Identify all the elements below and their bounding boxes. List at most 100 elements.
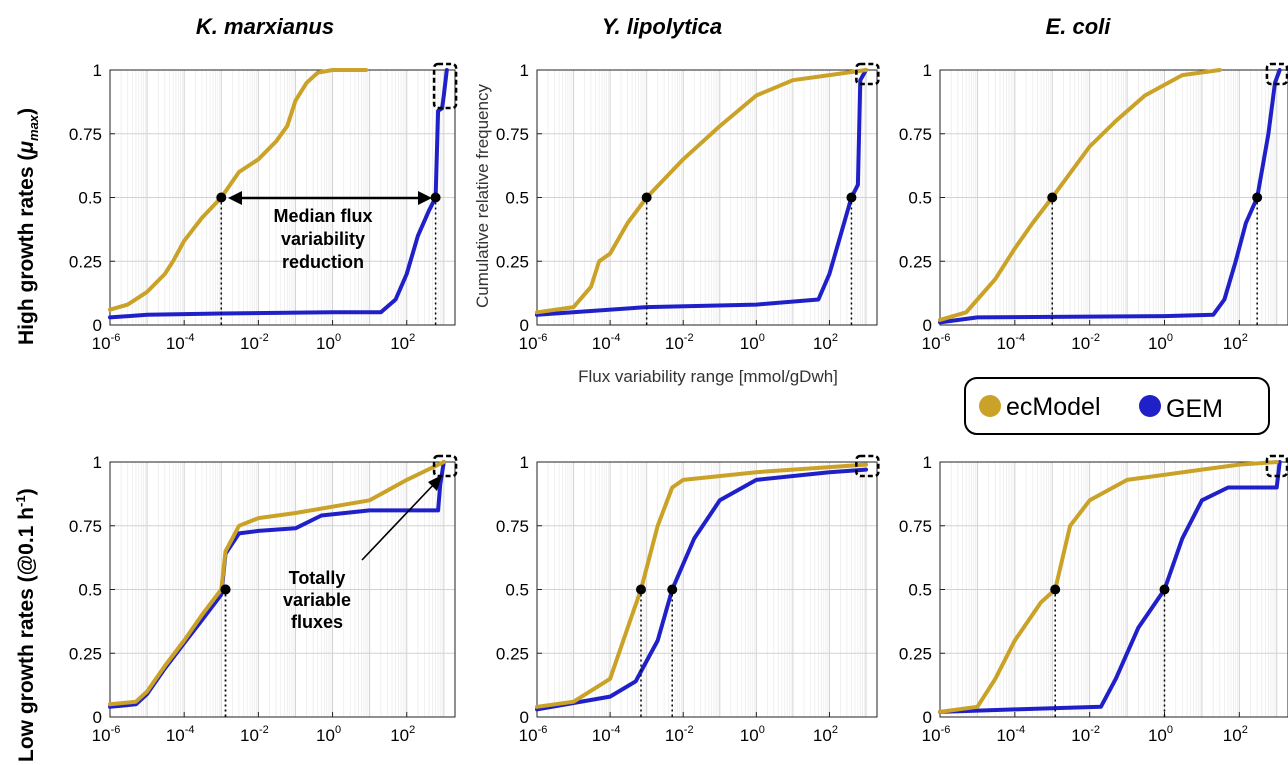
median-reduction-annotation: Median flux variability reduction: [228, 191, 432, 272]
totally-variable-annotation: Totally variable fluxes: [283, 475, 442, 632]
y-tick-label: 1: [923, 61, 932, 80]
median-point-gem: [220, 584, 231, 595]
totally-variable-box: [1265, 62, 1288, 86]
legend: ecModel GEM: [964, 377, 1270, 435]
panel-2: 0 0.25 0.5 0.75 1 10-6 10-4 10-2 100 102: [496, 61, 880, 353]
totally-variable-box: [1265, 454, 1288, 478]
column-title-y-lipolytica: Y. lipolytica: [602, 14, 722, 39]
totally-variable-box: [432, 62, 458, 110]
x-tick-label: 10-4: [166, 724, 195, 745]
median-annotation-line-1: Median flux: [273, 206, 372, 226]
series-line-ecmodel: [535, 462, 868, 709]
legend-label-gem: GEM: [1166, 395, 1223, 423]
x-tick-label: 10-2: [1071, 332, 1100, 353]
legend-marker-ecmodel: [979, 395, 1001, 417]
y-tick-label: 0: [923, 316, 932, 335]
x-tick-label: 102: [1223, 724, 1248, 745]
y-tick-label: 0: [93, 316, 102, 335]
panel-6: 0 0.25 0.5 0.75 1 10-6 10-4 10-2 100 102: [899, 453, 1288, 745]
y-tick-label: 0.25: [899, 252, 932, 271]
column-title-e-coli: E. coli: [1046, 14, 1112, 39]
median-point-ecmodel: [1047, 192, 1058, 203]
row-label-low-growth: Low growth rates (@0.1 h-1): [13, 488, 38, 762]
panel-5: 0 0.25 0.5 0.75 1 10-6 10-4 10-2 100 102: [496, 453, 880, 745]
totally-variable-box: [855, 454, 880, 478]
x-tick-label: 100: [316, 724, 341, 745]
arrow-head-right: [418, 191, 432, 205]
y-tick-label: 1: [93, 453, 102, 472]
median-point-gem: [667, 584, 678, 595]
y-tick-label: 0.25: [899, 644, 932, 663]
series-line-ecmodel: [938, 460, 1279, 714]
y-tick-label: 1: [93, 61, 102, 80]
arrow-head-left: [228, 191, 242, 205]
x-tick-label: 10-6: [92, 332, 121, 353]
median-point-gem: [1159, 584, 1170, 595]
median-annotation-line-3: reduction: [282, 252, 364, 272]
y-tick-label: 0.75: [496, 517, 529, 536]
x-tick-label: 10-4: [996, 724, 1025, 745]
panel-3: 0 0.25 0.5 0.75 1 10-6 10-4 10-2 100 102: [899, 61, 1288, 353]
y-tick-label: 1: [923, 453, 932, 472]
x-tick-label: 10-6: [519, 332, 548, 353]
series-line-gem: [535, 467, 868, 712]
y-tick-label: 0.75: [899, 125, 932, 144]
median-point-ecmodel: [216, 192, 227, 203]
y-tick-label: 0.25: [496, 644, 529, 663]
y-tick-label: 1: [520, 453, 529, 472]
x-tick-label: 102: [390, 332, 415, 353]
x-tick-label: 10-6: [922, 724, 951, 745]
panel-1: 0 0.25 0.5 0.75 1 10-6 10-4 10-2 100 102: [69, 61, 458, 353]
y-tick-label: 0.5: [908, 189, 932, 208]
series-line-gem: [938, 68, 1282, 325]
y-axis-label: Cumulative relative frequency: [473, 84, 492, 308]
median-point-ecmodel: [636, 584, 647, 595]
x-tick-label: 100: [740, 332, 765, 353]
panel-4: 0 0.25 0.5 0.75 1 10-6 10-4 10-2 100 102: [69, 453, 458, 745]
x-tick-label: 10-2: [240, 332, 269, 353]
x-tick-label: 10-2: [240, 724, 269, 745]
y-tick-label: 0.5: [505, 581, 529, 600]
y-tick-label: 0.25: [496, 252, 529, 271]
x-tick-label: 100: [740, 724, 765, 745]
legend-label-ecmodel: ecModel: [1006, 393, 1101, 421]
median-point-ecmodel: [641, 192, 652, 203]
y-tick-label: 0.75: [496, 125, 529, 144]
y-tick-label: 0.5: [908, 581, 932, 600]
series-line-gem: [535, 68, 868, 317]
y-tick-label: 0.25: [69, 252, 102, 271]
x-tick-label: 10-4: [996, 332, 1025, 353]
y-tick-label: 0.25: [69, 644, 102, 663]
x-tick-label: 102: [390, 724, 415, 745]
totally-variable-arrow-head: [428, 475, 442, 491]
y-tick-label: 0: [520, 316, 529, 335]
y-tick-label: 0.75: [899, 517, 932, 536]
series-line-ecmodel: [108, 68, 369, 312]
series-line-ecmodel: [108, 460, 446, 707]
column-title-k-marxianus: K. marxianus: [196, 14, 334, 39]
y-tick-label: 0.75: [69, 125, 102, 144]
x-tick-label: 102: [813, 332, 838, 353]
totally-variable-box: [855, 62, 880, 86]
x-tick-label: 10-2: [665, 724, 694, 745]
x-tick-label: 10-6: [519, 724, 548, 745]
totally-annotation-line-1: Totally: [289, 568, 346, 588]
x-tick-label: 10-2: [665, 332, 694, 353]
x-tick-label: 10-6: [922, 332, 951, 353]
x-tick-label: 10-4: [592, 332, 621, 353]
y-tick-label: 0.5: [78, 581, 102, 600]
x-tick-label: 102: [1223, 332, 1248, 353]
row-label-high-growth: High growth rates (μmax): [15, 108, 41, 345]
y-tick-label: 0: [520, 708, 529, 727]
legend-marker-gem: [1139, 395, 1161, 417]
series-line-ecmodel: [938, 68, 1222, 322]
totally-variable-arrow: [361, 481, 437, 561]
median-point-gem: [430, 192, 441, 203]
median-point-gem: [846, 192, 857, 203]
y-tick-label: 0.5: [505, 189, 529, 208]
median-annotation-line-2: variability: [281, 229, 365, 249]
y-tick-label: 1: [520, 61, 529, 80]
x-tick-label: 10-4: [166, 332, 195, 353]
